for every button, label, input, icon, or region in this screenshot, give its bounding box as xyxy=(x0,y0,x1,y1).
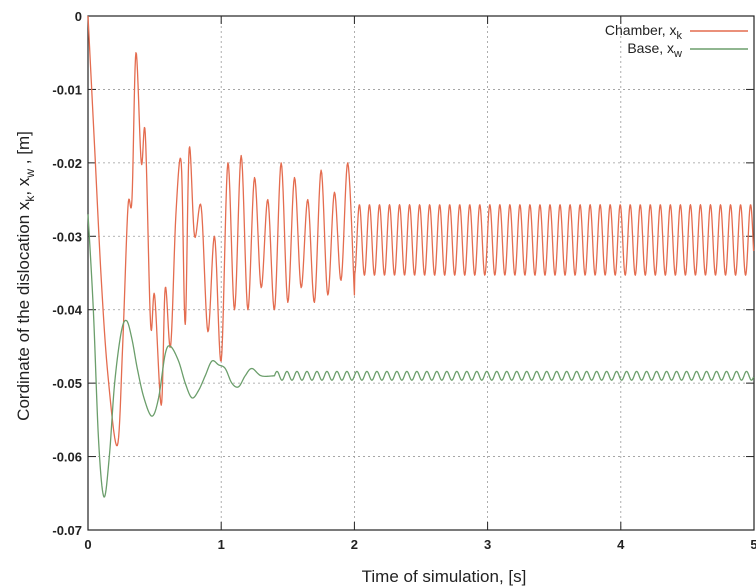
y-tick-label: -0.04 xyxy=(52,303,82,318)
legend-label-base: Base, xw xyxy=(627,40,682,60)
x-tick-label: 4 xyxy=(617,537,625,552)
x-tick-label: 5 xyxy=(750,537,756,552)
series-layer xyxy=(87,15,755,498)
legend-label-chamber: Chamber, xk xyxy=(605,22,683,42)
series-line-1 xyxy=(87,214,755,498)
x-tick-label: 1 xyxy=(218,537,225,552)
y-axis-title: Cordinate of the dislocation xk, xw , [m… xyxy=(14,131,37,421)
y-tick-label: -0.05 xyxy=(52,376,82,391)
plot-frame xyxy=(87,15,755,531)
y-tick-label: -0.06 xyxy=(52,450,82,465)
axis-ticks: 0 1 2 3 4 5 0 -0.01 -0.02 -0.03 -0.04 -0.05 -0.06 -0.… xyxy=(52,9,756,552)
y-tick-label: -0.03 xyxy=(52,229,82,244)
x-axis-title: Time of simulation, [s] xyxy=(362,567,527,586)
x-tick-label: 2 xyxy=(351,537,358,552)
y-tick-label: -0.01 xyxy=(52,82,82,97)
x-tick-label: 3 xyxy=(484,537,491,552)
gridlines xyxy=(88,16,754,530)
y-tick-label: -0.07 xyxy=(52,523,82,538)
y-tick-label: -0.02 xyxy=(52,156,82,171)
legend: Chamber, xk Base, xw xyxy=(605,22,748,60)
x-tick-label: 0 xyxy=(84,537,91,552)
y-tick-label: 0 xyxy=(75,9,82,24)
series-line-0 xyxy=(87,15,755,447)
